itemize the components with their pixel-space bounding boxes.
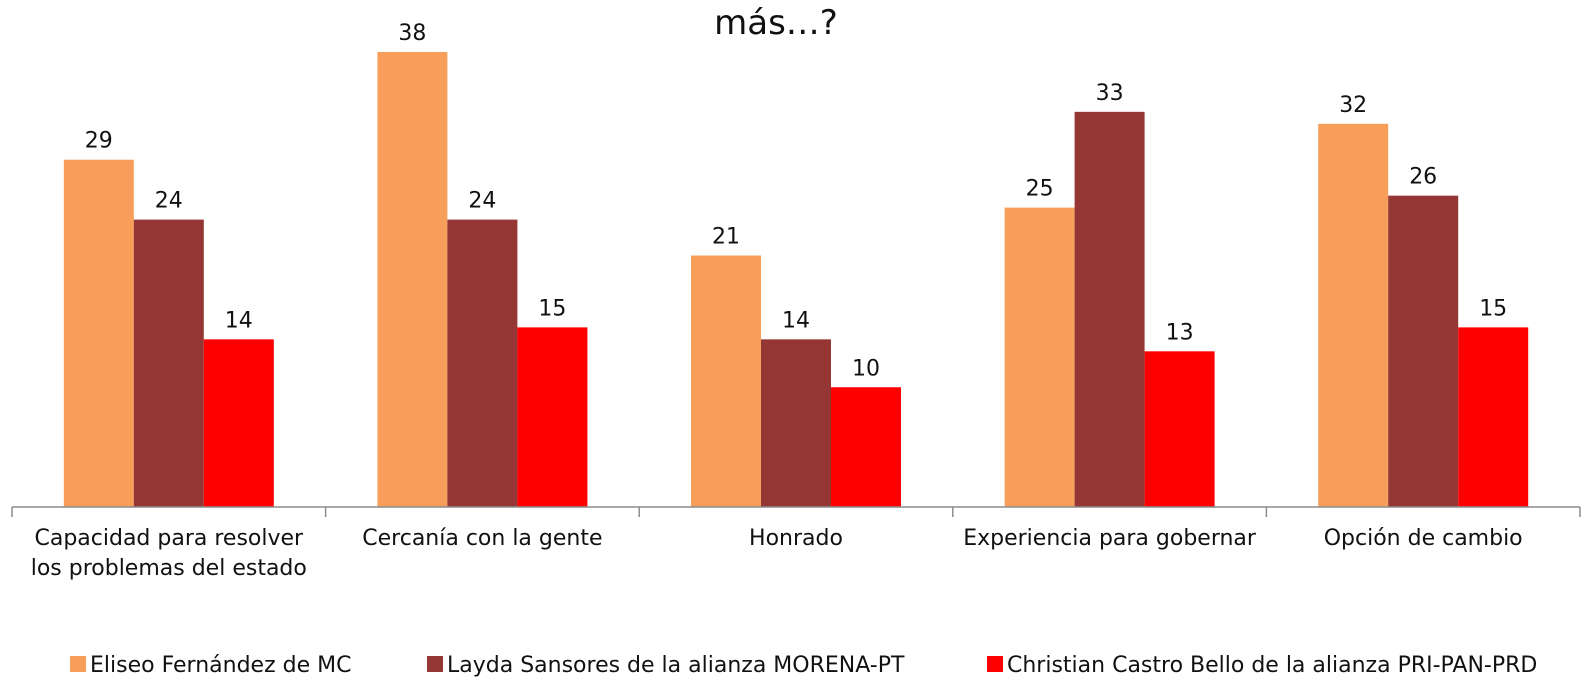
bar <box>377 51 448 507</box>
bar <box>447 219 518 507</box>
value-label: 21 <box>712 225 740 250</box>
x-tick-label: Cercanía con la gente <box>362 526 603 551</box>
bar <box>1318 123 1389 508</box>
bar <box>517 327 588 507</box>
value-label: 15 <box>538 296 566 321</box>
value-label: 33 <box>1096 81 1124 106</box>
bar <box>691 255 761 507</box>
legend-label: Eliseo Fernández de MC <box>90 653 351 678</box>
bar <box>1458 327 1529 507</box>
bar <box>1004 207 1075 507</box>
legend-swatch <box>70 656 86 672</box>
value-label: 24 <box>155 189 183 214</box>
x-tick-label: Honrado <box>749 526 843 551</box>
bar <box>133 219 204 507</box>
bar <box>1144 351 1215 507</box>
bar <box>1388 195 1459 507</box>
value-label: 14 <box>225 308 253 333</box>
x-tick-label: Opción de cambio <box>1323 526 1523 551</box>
legend-label: Christian Castro Bello de la alianza PRI… <box>1007 653 1537 678</box>
value-label: 29 <box>85 129 113 154</box>
value-label: 38 <box>398 21 426 46</box>
bar <box>1074 111 1145 507</box>
bar <box>761 339 831 507</box>
value-label: 32 <box>1339 93 1367 118</box>
legend-swatch <box>427 656 443 672</box>
bar <box>203 339 274 507</box>
x-tick-label: Experiencia para gobernar <box>963 526 1256 551</box>
value-label: 24 <box>468 189 496 214</box>
bar <box>63 159 134 507</box>
bar <box>831 387 901 507</box>
value-label: 10 <box>852 356 880 381</box>
x-tick-label: Capacidad para resolver los problemas de… <box>30 526 307 581</box>
value-label: 25 <box>1026 177 1054 202</box>
value-label: 14 <box>782 308 810 333</box>
value-label: 26 <box>1409 165 1437 190</box>
chart-title: más…? <box>714 3 838 43</box>
value-label: 15 <box>1479 296 1507 321</box>
legend-label: Layda Sansores de la alianza MORENA-PT <box>447 653 905 678</box>
value-label: 13 <box>1166 320 1194 345</box>
legend-swatch <box>987 656 1003 672</box>
